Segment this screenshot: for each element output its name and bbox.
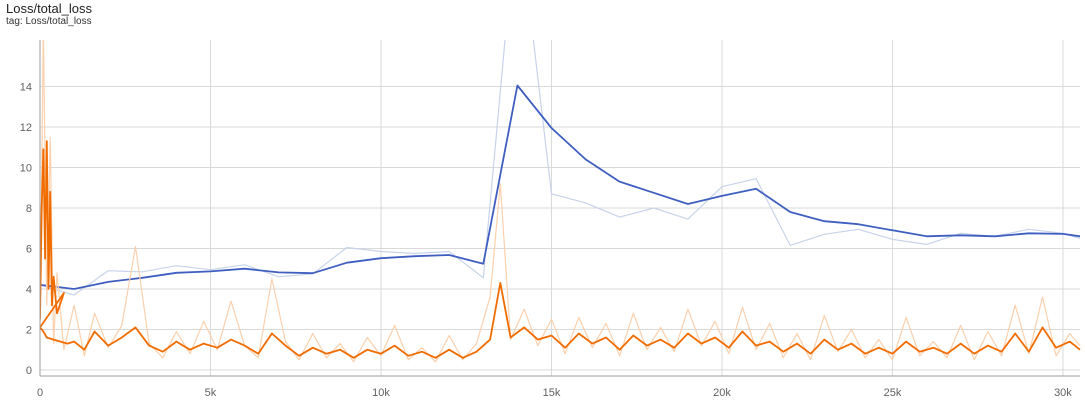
y-tick-label: 8 [26, 203, 32, 215]
x-tick-label: 25k [884, 387, 902, 399]
axes: 0 2 4 6 8 10 12 14 0 5k 10k 15k 20k 25k 30k [20, 40, 1080, 399]
series-line-smoothed-3 [40, 140, 1081, 359]
y-tick-label: 2 [26, 324, 32, 336]
chart-tag: tag: Loss/total_loss [6, 16, 92, 27]
y-tick-label: 0 [26, 365, 32, 377]
y-tick-label: 12 [20, 122, 32, 134]
y-tick-label: 10 [20, 163, 32, 175]
x-tick-label: 5k [205, 387, 217, 399]
x-tick-label: 15k [543, 387, 561, 399]
chart-title: Loss/total_loss [6, 1, 92, 16]
series-group [40, 40, 1081, 363]
y-tick-label: 6 [26, 243, 32, 255]
x-tick-label: 10k [372, 387, 390, 399]
x-tick-label: 20k [713, 387, 731, 399]
series-line-raw-2 [40, 40, 1081, 363]
y-tick-label: 4 [26, 284, 32, 296]
x-tick-label: 0 [37, 387, 43, 399]
grid [39, 40, 1080, 376]
series-line-raw-0 [40, 40, 1081, 296]
x-tick-label: 30k [1054, 387, 1072, 399]
series-line-smoothed-1 [40, 84, 1081, 290]
y-tick-label: 14 [20, 82, 32, 94]
